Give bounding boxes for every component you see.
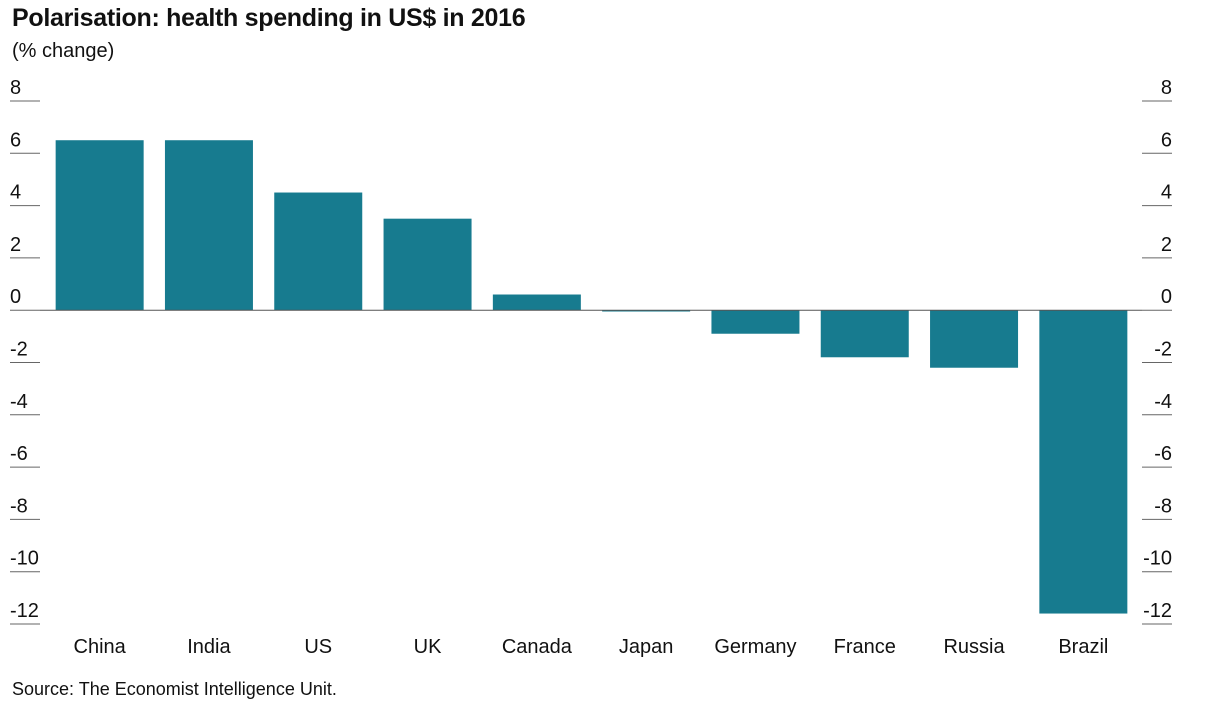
bar-france [820, 310, 909, 358]
bar-russia [930, 310, 1019, 368]
x-category-label: US [304, 636, 332, 658]
bar-germany [711, 310, 800, 334]
bar-china [55, 140, 144, 311]
y-tick-label-left: 8 [10, 77, 21, 99]
x-category-label: Canada [502, 636, 573, 658]
y-tick-label-left: -6 [10, 443, 28, 465]
y-tick-label-right: -2 [1154, 339, 1172, 361]
bar-japan [602, 310, 691, 312]
y-tick-label-right: -10 [1143, 548, 1172, 570]
y-tick-label-right: 2 [1161, 234, 1172, 256]
y-tick-label-right: -4 [1154, 391, 1172, 413]
x-category-label: Japan [619, 636, 674, 658]
x-category-label: Germany [714, 636, 796, 658]
y-tick-label-right: -8 [1154, 495, 1172, 517]
x-category-label: Brazil [1058, 636, 1108, 658]
y-tick-label-left: 4 [10, 182, 21, 204]
y-tick-label-left: 6 [10, 129, 21, 151]
x-category-label: France [834, 636, 896, 658]
y-tick-label-left: 0 [10, 286, 21, 308]
bar-canada [492, 294, 581, 311]
y-tick-label-left: -12 [10, 600, 39, 622]
y-tick-label-right: 6 [1161, 129, 1172, 151]
y-tick-label-right: 0 [1161, 286, 1172, 308]
y-tick-label-left: 2 [10, 234, 21, 256]
x-category-label: India [187, 636, 231, 658]
y-tick-label-left: -2 [10, 339, 28, 361]
bar-brazil [1039, 310, 1128, 614]
y-tick-label-left: -4 [10, 391, 28, 413]
bar-us [274, 192, 363, 311]
x-category-label: Russia [943, 636, 1005, 658]
y-tick-label-left: -10 [10, 548, 39, 570]
bar-uk [383, 218, 472, 311]
y-tick-label-left: -8 [10, 495, 28, 517]
chart-source: Source: The Economist Intelligence Unit. [12, 679, 337, 699]
y-tick-label-right: 4 [1161, 182, 1172, 204]
y-tick-label-right: -6 [1154, 443, 1172, 465]
chart-subtitle: (% change) [12, 40, 115, 62]
y-tick-label-right: -12 [1143, 600, 1172, 622]
chart-title: Polarisation: health spending in US$ in … [12, 4, 526, 32]
bar-india [164, 140, 253, 311]
y-tick-label-right: 8 [1161, 77, 1172, 99]
x-category-label: China [74, 636, 127, 658]
x-category-label: UK [414, 636, 442, 658]
